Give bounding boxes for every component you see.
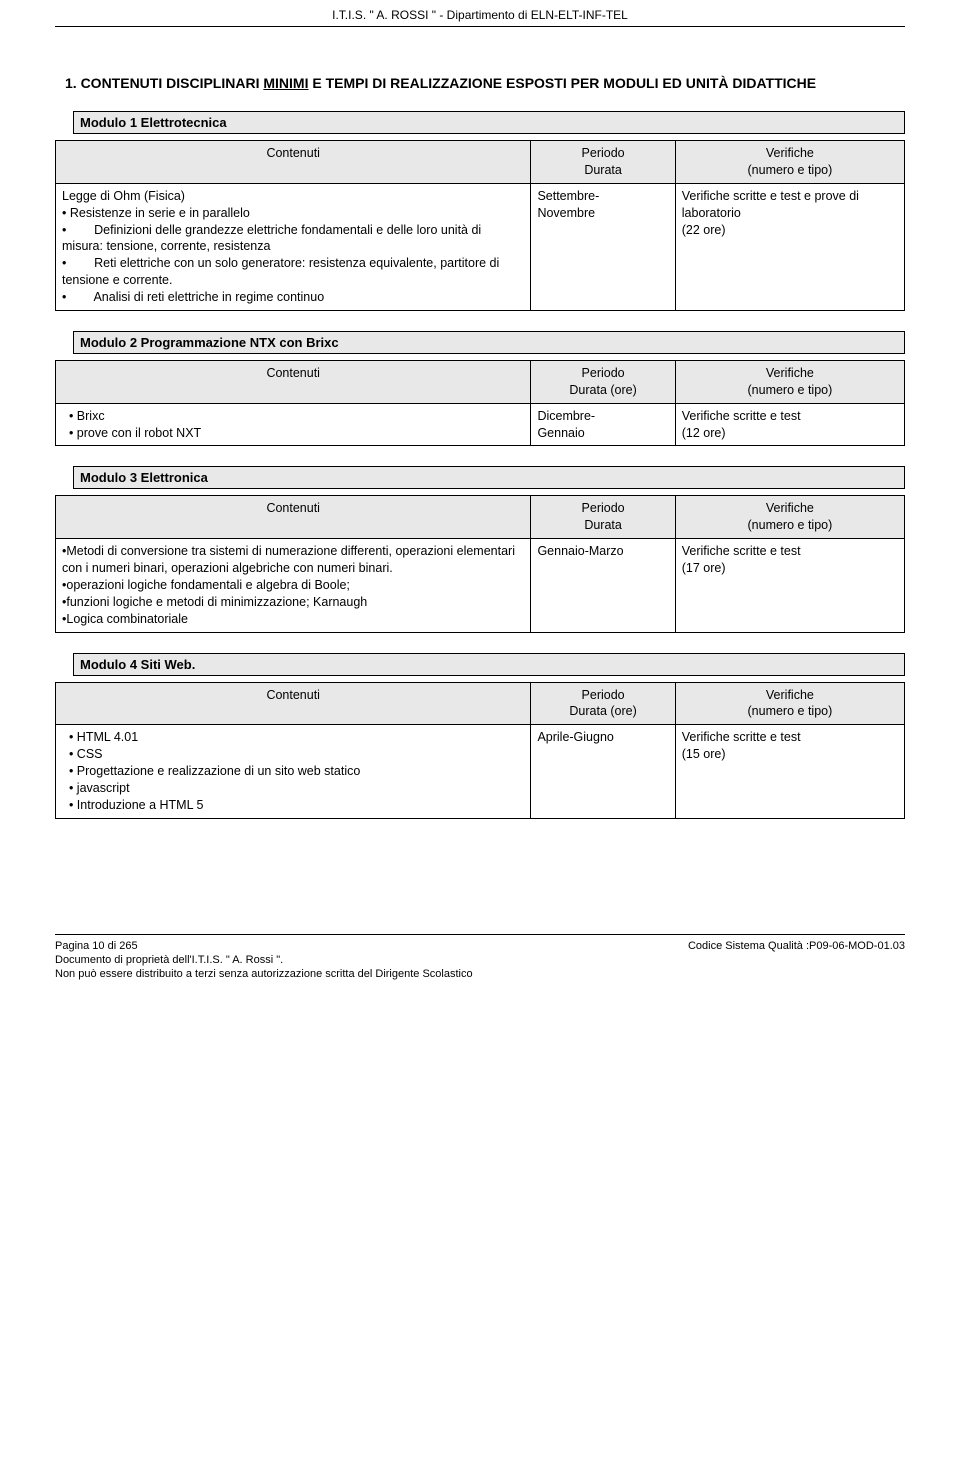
periodo-cell: Dicembre- Gennaio	[531, 403, 675, 446]
module-title: Modulo 4 Siti Web.	[73, 653, 905, 676]
section-title-underline: MINIMI	[263, 75, 308, 91]
col-periodo: Periodo Durata (ore)	[531, 360, 675, 403]
section-title-post: E TEMPI DI REALIZZAZIONE ESPOSTI PER MOD…	[308, 75, 816, 91]
module-table: ContenutiPeriodo DurataVerifiche (numero…	[55, 495, 905, 632]
content-line: • javascript	[62, 780, 524, 797]
verifiche-cell: Verifiche scritte e test (12 ore)	[675, 403, 904, 446]
section-title: 1. CONTENUTI DISCIPLINARI MINIMI E TEMPI…	[55, 75, 905, 91]
col-contenuti: Contenuti	[56, 360, 531, 403]
footer-restriction: Non può essere distribuito a terzi senza…	[55, 967, 473, 981]
col-verifiche: Verifiche (numero e tipo)	[675, 496, 904, 539]
col-contenuti: Contenuti	[56, 496, 531, 539]
content-cell: • HTML 4.01 • CSS • Progettazione e real…	[56, 725, 531, 818]
content-line: • Reti elettriche con un solo generatore…	[62, 255, 524, 289]
col-verifiche: Verifiche (numero e tipo)	[675, 141, 904, 184]
module-title: Modulo 1 Elettrotecnica	[73, 111, 905, 134]
content-line: • Resistenze in serie e in parallelo	[62, 205, 524, 222]
content-line: • Definizioni delle grandezze elettriche…	[62, 222, 524, 256]
content-cell: •Metodi di conversione tra sistemi di nu…	[56, 539, 531, 632]
periodo-cell: Settembre- Novembre	[531, 183, 675, 310]
content-line: • HTML 4.01	[62, 729, 524, 746]
col-periodo: Periodo Durata (ore)	[531, 682, 675, 725]
col-periodo: Periodo Durata	[531, 496, 675, 539]
col-contenuti: Contenuti	[56, 682, 531, 725]
content-line: •Metodi di conversione tra sistemi di nu…	[62, 543, 524, 577]
col-verifiche: Verifiche (numero e tipo)	[675, 360, 904, 403]
content-line: • Progettazione e realizzazione di un si…	[62, 763, 524, 780]
module-title: Modulo 2 Programmazione NTX con Brixc	[73, 331, 905, 354]
content-line: •Logica combinatoriale	[62, 611, 524, 628]
footer-code: Codice Sistema Qualità :P09-06-MOD-01.03	[688, 939, 905, 953]
col-periodo: Periodo Durata	[531, 141, 675, 184]
module-table: ContenutiPeriodo Durata (ore)Verifiche (…	[55, 682, 905, 819]
content-cell: Legge di Ohm (Fisica)• Resistenze in ser…	[56, 183, 531, 310]
content-line: •operazioni logiche fondamentali e algeb…	[62, 577, 524, 594]
module-table: ContenutiPeriodo DurataVerifiche (numero…	[55, 140, 905, 311]
col-verifiche: Verifiche (numero e tipo)	[675, 682, 904, 725]
verifiche-cell: Verifiche scritte e test e prove di labo…	[675, 183, 904, 310]
col-contenuti: Contenuti	[56, 141, 531, 184]
module-title: Modulo 3 Elettronica	[73, 466, 905, 489]
content-line: • Introduzione a HTML 5	[62, 797, 524, 814]
module-table: ContenutiPeriodo Durata (ore)Verifiche (…	[55, 360, 905, 447]
verifiche-cell: Verifiche scritte e test (17 ore)	[675, 539, 904, 632]
section-title-pre: 1. CONTENUTI DISCIPLINARI	[65, 75, 263, 91]
content-cell: • Brixc • prove con il robot NXT	[56, 403, 531, 446]
page-footer: Pagina 10 di 265 Documento di proprietà …	[55, 934, 905, 982]
periodo-cell: Aprile-Giugno	[531, 725, 675, 818]
content-line: Legge di Ohm (Fisica)	[62, 188, 524, 205]
periodo-cell: Gennaio-Marzo	[531, 539, 675, 632]
content-line: •funzioni logiche e metodi di minimizzaz…	[62, 594, 524, 611]
verifiche-cell: Verifiche scritte e test (15 ore)	[675, 725, 904, 818]
content-line: • Brixc	[62, 408, 524, 425]
content-line: • prove con il robot NXT	[62, 425, 524, 442]
content-line: • Analisi di reti elettriche in regime c…	[62, 289, 524, 306]
footer-owner: Documento di proprietà dell'I.T.I.S. " A…	[55, 953, 473, 967]
page-header: I.T.I.S. " A. ROSSI " - Dipartimento di …	[55, 0, 905, 27]
content-line: • CSS	[62, 746, 524, 763]
footer-page: Pagina 10 di 265	[55, 939, 473, 953]
